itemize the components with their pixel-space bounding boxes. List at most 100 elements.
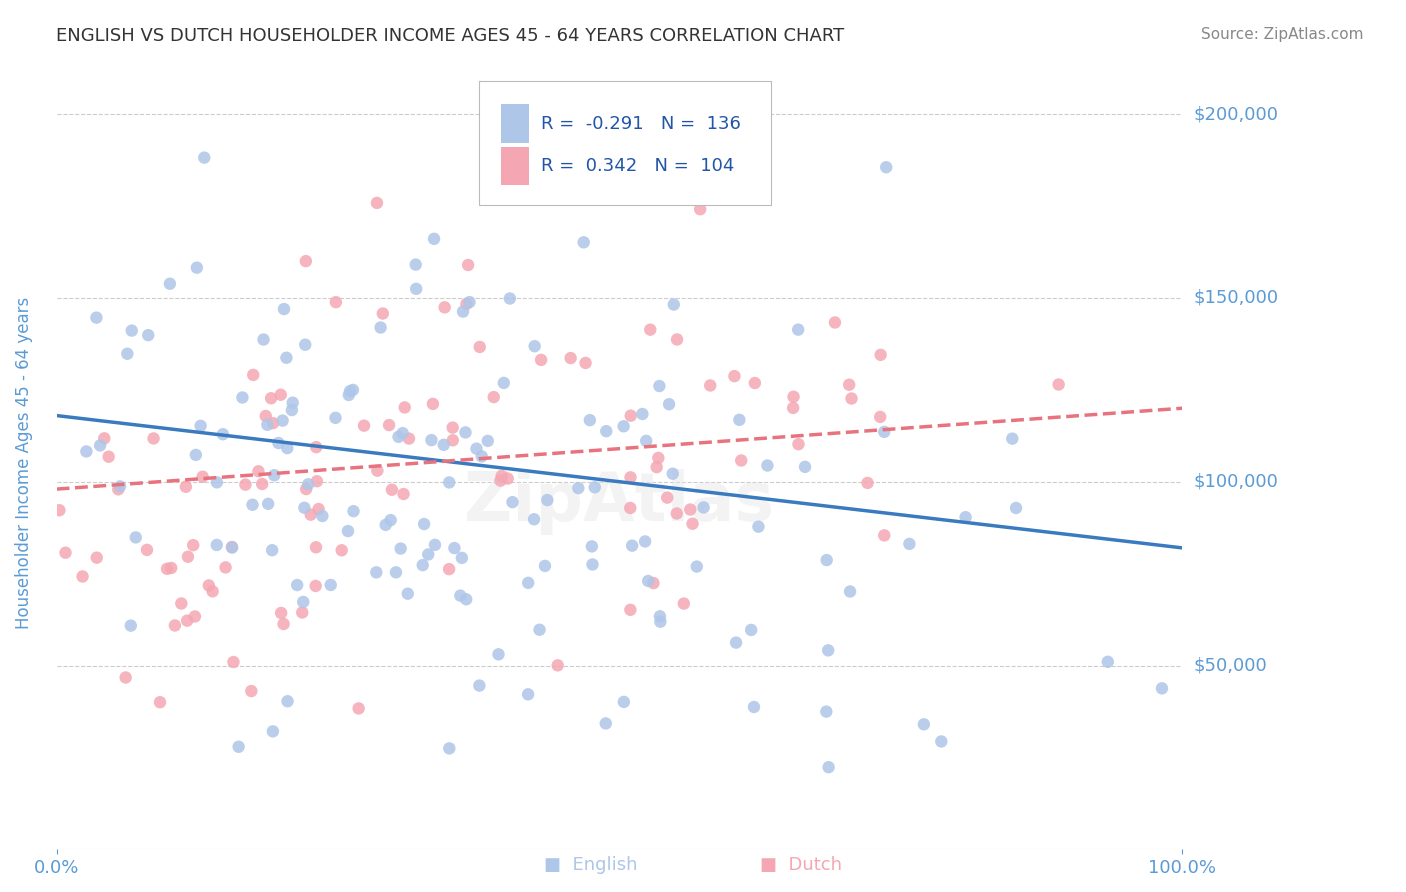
Point <box>374 517 396 532</box>
Point <box>254 409 277 423</box>
Point <box>839 584 862 599</box>
Point <box>869 348 891 362</box>
Point <box>756 458 779 473</box>
Point <box>86 310 108 325</box>
Point <box>149 695 172 709</box>
Point <box>489 474 512 488</box>
Point <box>142 432 165 446</box>
Point <box>613 419 636 434</box>
Point <box>191 469 214 483</box>
Point <box>136 542 159 557</box>
Point <box>662 297 685 311</box>
Point <box>396 587 419 601</box>
Point <box>643 576 665 591</box>
Point <box>221 541 243 555</box>
Point <box>815 553 838 567</box>
Point <box>330 543 353 558</box>
Point <box>184 609 207 624</box>
Point <box>136 328 159 343</box>
Point <box>782 401 804 415</box>
Point <box>391 426 413 441</box>
Point <box>389 541 412 556</box>
Point <box>285 578 308 592</box>
Point <box>247 464 270 478</box>
Point <box>547 658 569 673</box>
Point <box>270 388 292 402</box>
Point <box>311 508 333 523</box>
Point <box>534 558 557 573</box>
Point <box>231 391 253 405</box>
Point <box>634 534 657 549</box>
Point <box>648 609 671 624</box>
Point <box>342 504 364 518</box>
Point <box>250 477 273 491</box>
Point <box>931 734 953 748</box>
Point <box>912 717 935 731</box>
Point <box>308 502 330 516</box>
Point <box>370 320 392 334</box>
Point <box>271 414 294 428</box>
Point <box>305 541 328 555</box>
Point <box>689 202 711 217</box>
Point <box>163 618 186 632</box>
Point <box>620 409 643 423</box>
Point <box>72 569 94 583</box>
Point <box>581 540 603 554</box>
Point <box>394 401 416 415</box>
Point <box>193 151 215 165</box>
Point <box>347 701 370 715</box>
Point <box>747 519 769 533</box>
Point <box>160 561 183 575</box>
Point <box>385 566 408 580</box>
Point <box>441 420 464 434</box>
Point <box>574 356 596 370</box>
Point <box>492 376 515 390</box>
FancyBboxPatch shape <box>502 104 530 143</box>
Point <box>875 160 897 174</box>
Point <box>650 615 672 629</box>
Point <box>260 391 283 405</box>
Point <box>405 282 427 296</box>
Point <box>686 559 709 574</box>
Point <box>657 491 679 505</box>
Point <box>256 417 278 432</box>
Point <box>841 392 863 406</box>
Point <box>517 687 540 701</box>
Point <box>174 480 197 494</box>
Point <box>380 513 402 527</box>
Point <box>201 584 224 599</box>
Point <box>477 434 499 448</box>
Point <box>517 575 540 590</box>
Point <box>176 614 198 628</box>
Point <box>418 548 440 562</box>
Point <box>121 324 143 338</box>
Point <box>645 460 668 475</box>
Point <box>97 450 120 464</box>
Point <box>740 623 762 637</box>
Point <box>672 597 695 611</box>
Point <box>240 684 263 698</box>
Y-axis label: Householder Income Ages 45 - 64 years: Householder Income Ages 45 - 64 years <box>15 297 32 630</box>
Text: $200,000: $200,000 <box>1194 105 1278 123</box>
Point <box>955 510 977 524</box>
Point <box>838 377 860 392</box>
Point <box>567 481 589 495</box>
Point <box>595 716 617 731</box>
Point <box>873 528 896 542</box>
Point <box>423 232 446 246</box>
Point <box>378 418 401 433</box>
Point <box>433 438 456 452</box>
Point <box>48 503 70 517</box>
Point <box>221 540 243 554</box>
Point <box>1005 500 1028 515</box>
Point <box>262 724 284 739</box>
Point <box>89 438 111 452</box>
Point <box>366 464 388 478</box>
Point <box>454 425 477 440</box>
Point <box>114 671 136 685</box>
Point <box>529 623 551 637</box>
Point <box>292 595 315 609</box>
Point <box>725 635 748 649</box>
Point <box>682 516 704 531</box>
Point <box>235 477 257 491</box>
